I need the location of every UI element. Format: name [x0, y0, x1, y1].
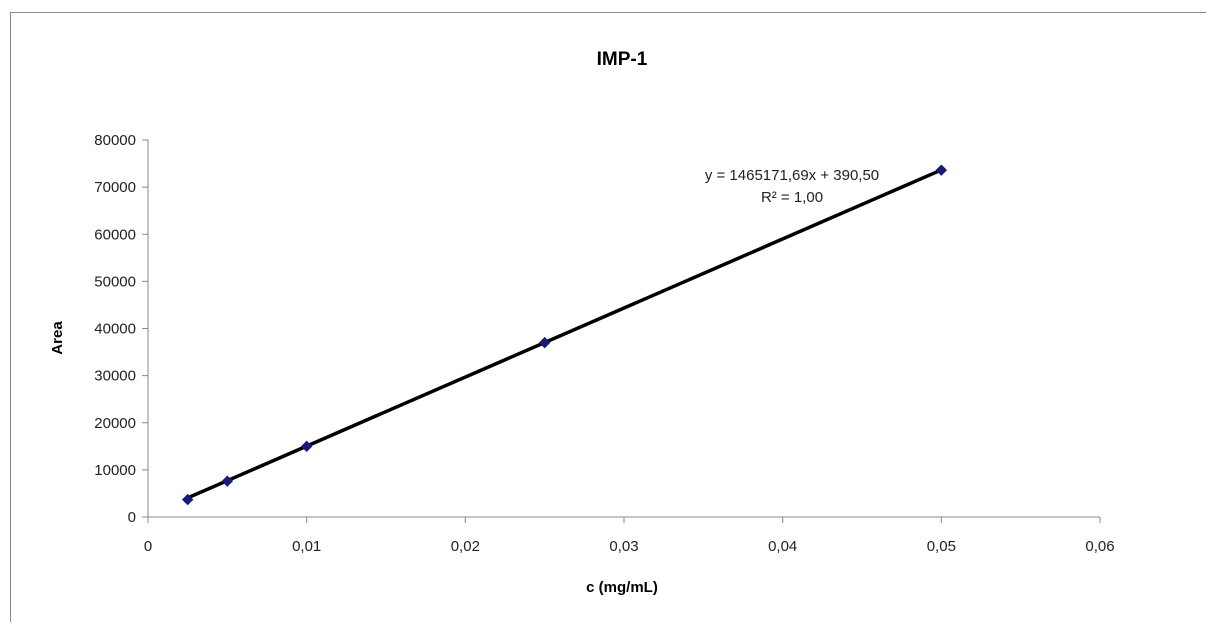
chart-title: IMP-1 — [597, 49, 648, 70]
y-tick-label: 40000 — [94, 321, 136, 338]
data-points — [181, 164, 948, 506]
data-point — [300, 440, 313, 453]
chart-frame — [10, 12, 1206, 622]
x-tick-label: 0,04 — [768, 538, 797, 555]
data-point — [181, 493, 194, 506]
data-point — [221, 475, 234, 487]
x-axis-title: c (mg/mL) — [586, 579, 658, 596]
x-tick-label: 0,03 — [609, 538, 638, 555]
trendline-group — [186, 168, 943, 500]
y-tick-label: 60000 — [94, 226, 136, 243]
x-tick-label: 0,01 — [292, 538, 321, 555]
x-tick-label: 0,02 — [451, 538, 480, 555]
y-tick-label: 80000 — [94, 132, 136, 149]
y-tick-label: 70000 — [94, 179, 136, 196]
y-tick-label: 0 — [128, 509, 136, 526]
data-point — [538, 336, 551, 349]
x-tick-label: 0,05 — [927, 538, 956, 555]
y-axis-title: Area — [49, 321, 66, 355]
data-point — [935, 164, 948, 176]
trendline-equation: y = 1465171,69x + 390,50 — [705, 167, 879, 184]
y-tick-label: 20000 — [94, 415, 136, 432]
y-tick-label: 30000 — [94, 368, 136, 385]
trendline — [186, 168, 943, 500]
y-tick-label: 10000 — [94, 462, 136, 479]
trendline-r-squared: R² = 1,00 — [761, 189, 823, 206]
x-tick-label: 0 — [144, 538, 152, 555]
y-axis: 0 10000 20000 30000 40000 50000 60000 70000 8000… — [94, 132, 149, 526]
y-tick-label: 50000 — [94, 273, 136, 290]
x-axis: 0 0,01 0,02 0,03 0,04 0,05 0,06 — [144, 516, 1115, 555]
x-tick-label: 0,06 — [1085, 538, 1114, 555]
